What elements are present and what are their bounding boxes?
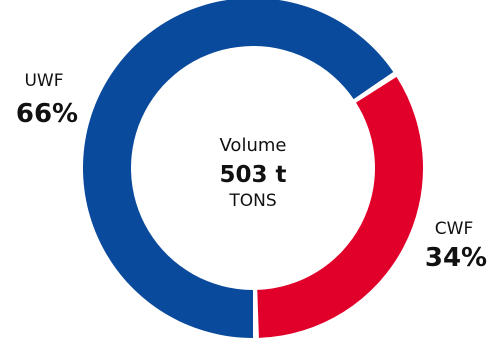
center-unit: TONS xyxy=(228,191,276,211)
donut-slices xyxy=(83,0,424,338)
donut-slice-cwf xyxy=(257,76,424,338)
slice-label-uwf-percent: 66% xyxy=(16,99,78,129)
slice-label-cwf-percent: 34% xyxy=(425,243,487,273)
slice-label-cwf-name: CWF xyxy=(435,219,473,239)
donut-slice-uwf xyxy=(83,0,394,338)
slice-label-uwf-name: UWF xyxy=(24,71,63,91)
center-title: Volume xyxy=(220,135,287,156)
center-label: Volume 503 t TONS xyxy=(219,135,286,211)
center-value: 503 t xyxy=(219,162,286,188)
slice-label-uwf: UWF 66% xyxy=(16,71,78,129)
slice-label-cwf: CWF 34% xyxy=(425,219,487,273)
